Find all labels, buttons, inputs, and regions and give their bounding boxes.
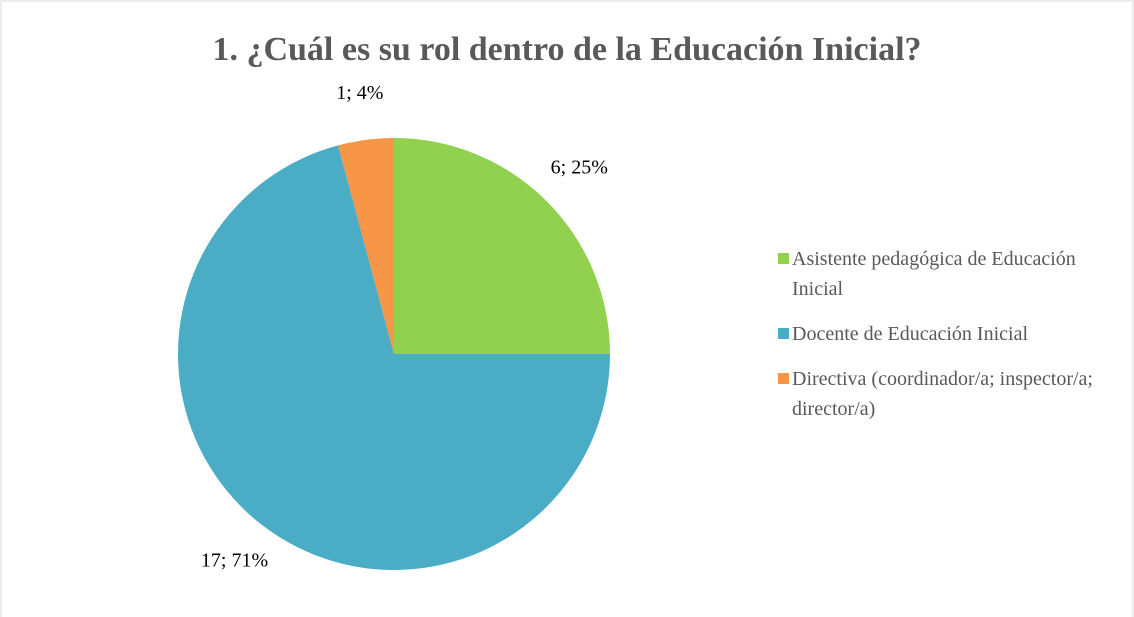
chart-title: 1. ¿Cuál es su rol dentro de la Educació…	[212, 31, 921, 68]
data-label: 17; 71%	[201, 549, 268, 571]
data-label: 1; 4%	[336, 82, 383, 104]
legend-swatch	[778, 373, 789, 384]
legend-swatch	[778, 328, 789, 339]
legend-entry: Docente de Educación Inicial	[778, 319, 1123, 349]
legend-label: Docente de Educación Inicial	[792, 323, 1028, 345]
legend-label: Asistente pedagógica de Educación Inicia…	[792, 248, 1076, 300]
legend-swatch	[778, 253, 789, 264]
pie-slice	[338, 138, 394, 354]
pie-slice	[394, 138, 610, 354]
legend: Asistente pedagógica de Educación Inicia…	[778, 244, 1123, 439]
legend-entry: Asistente pedagógica de Educación Inicia…	[778, 244, 1123, 304]
pie-slice	[177, 145, 610, 570]
legend-label: Directiva (coordinador/a; inspector/a; d…	[792, 368, 1093, 420]
legend-entry: Directiva (coordinador/a; inspector/a; d…	[778, 364, 1123, 424]
data-label: 6; 25%	[551, 156, 608, 178]
